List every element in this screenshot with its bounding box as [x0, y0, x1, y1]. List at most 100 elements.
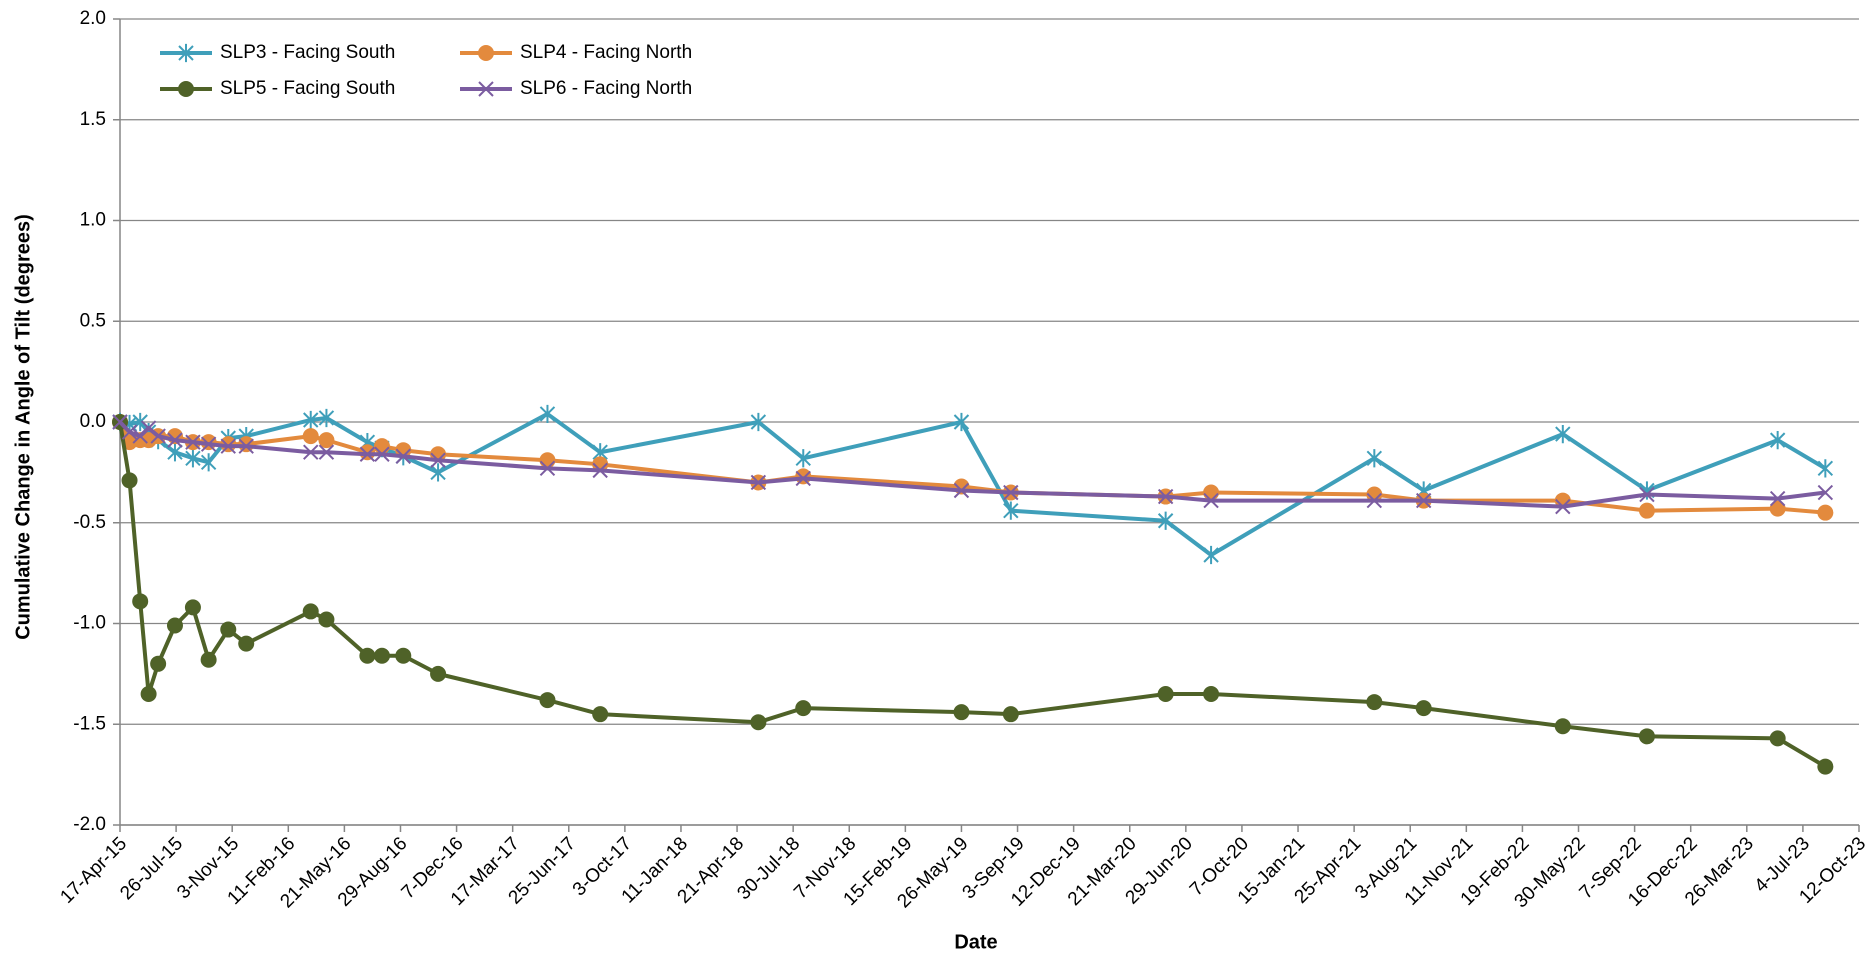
legend-marker — [178, 43, 194, 63]
marker — [1366, 492, 1383, 509]
marker — [750, 474, 767, 491]
marker — [238, 635, 255, 652]
marker — [318, 408, 335, 428]
marker — [1366, 694, 1383, 711]
marker — [1769, 500, 1786, 517]
marker — [374, 446, 390, 462]
marker — [166, 617, 183, 634]
marker — [185, 434, 201, 450]
marker — [1817, 459, 1834, 478]
marker — [1366, 486, 1383, 503]
marker — [795, 449, 811, 468]
y-tick-label: 1.5 — [80, 109, 106, 130]
y-tick-label: 0.5 — [80, 310, 106, 331]
marker — [1157, 488, 1174, 505]
marker — [430, 463, 446, 482]
legend-label: SLP6 - Facing North — [520, 78, 692, 99]
legend-label: SLP3 - Facing South — [220, 42, 395, 63]
marker — [359, 647, 376, 664]
series-line — [119, 411, 1827, 557]
marker — [1002, 706, 1019, 723]
y-tick-label: -1.0 — [73, 613, 106, 634]
marker — [750, 714, 767, 731]
marker — [150, 655, 167, 672]
marker — [1366, 449, 1383, 468]
marker — [795, 700, 812, 717]
marker — [953, 412, 970, 432]
marker — [1203, 492, 1219, 509]
marker — [121, 472, 138, 489]
marker — [430, 452, 446, 468]
x-tick-label: 17-Apr-15 — [56, 833, 131, 908]
marker — [1555, 424, 1571, 444]
marker — [318, 444, 335, 460]
marker — [200, 453, 217, 472]
marker — [373, 647, 390, 664]
marker — [1639, 486, 1655, 503]
y-axis-label: Cumulative Change in Angle of Tilt (degr… — [12, 214, 34, 640]
marker — [539, 452, 556, 469]
marker — [167, 443, 183, 462]
x-axis-label: Date — [954, 931, 997, 953]
series-line — [118, 421, 1827, 769]
legend-marker — [178, 81, 194, 97]
marker — [1003, 501, 1019, 520]
marker — [795, 470, 811, 487]
marker — [303, 410, 319, 430]
legend-marker — [478, 81, 494, 97]
marker — [539, 692, 556, 709]
marker — [318, 432, 335, 449]
series-line — [118, 420, 1826, 509]
y-tick-label: -2.0 — [73, 814, 106, 835]
marker — [750, 412, 767, 432]
marker — [1555, 498, 1571, 515]
marker — [220, 621, 237, 638]
marker — [1157, 686, 1174, 703]
legend-label: SLP4 - Facing North — [520, 42, 692, 63]
marker — [1638, 728, 1655, 745]
marker — [395, 647, 412, 664]
marker — [1769, 431, 1786, 450]
marker — [1769, 490, 1786, 507]
marker — [318, 611, 335, 628]
marker — [140, 420, 157, 436]
x-tick-label: 30-Jul-18 — [733, 833, 804, 904]
marker — [592, 706, 609, 723]
marker — [395, 448, 411, 464]
marker — [1415, 700, 1432, 717]
legend-label: SLP5 - Facing South — [220, 78, 395, 99]
y-tick-label: 2.0 — [80, 8, 106, 29]
y-tick-label: -0.5 — [73, 512, 106, 533]
marker — [220, 438, 236, 454]
marker — [795, 468, 812, 485]
y-tick-label: -1.5 — [73, 713, 106, 734]
marker — [132, 593, 149, 610]
marker — [167, 432, 183, 448]
marker — [1203, 545, 1219, 565]
marker — [1817, 484, 1834, 501]
marker — [1415, 492, 1432, 509]
marker — [953, 704, 970, 721]
marker — [200, 436, 217, 452]
marker — [1203, 686, 1220, 703]
marker — [539, 460, 556, 477]
marker — [302, 428, 319, 445]
marker — [359, 446, 376, 462]
marker — [1554, 718, 1571, 735]
marker — [1003, 484, 1019, 501]
marker — [185, 449, 201, 468]
marker — [238, 438, 254, 454]
marker — [953, 482, 970, 499]
marker — [184, 599, 201, 616]
marker — [150, 428, 166, 444]
marker — [1769, 730, 1786, 747]
marker — [303, 444, 319, 460]
marker — [373, 438, 390, 455]
marker — [1157, 511, 1174, 530]
marker — [302, 603, 319, 620]
marker — [121, 424, 138, 440]
marker — [140, 686, 157, 703]
marker — [1817, 758, 1834, 775]
